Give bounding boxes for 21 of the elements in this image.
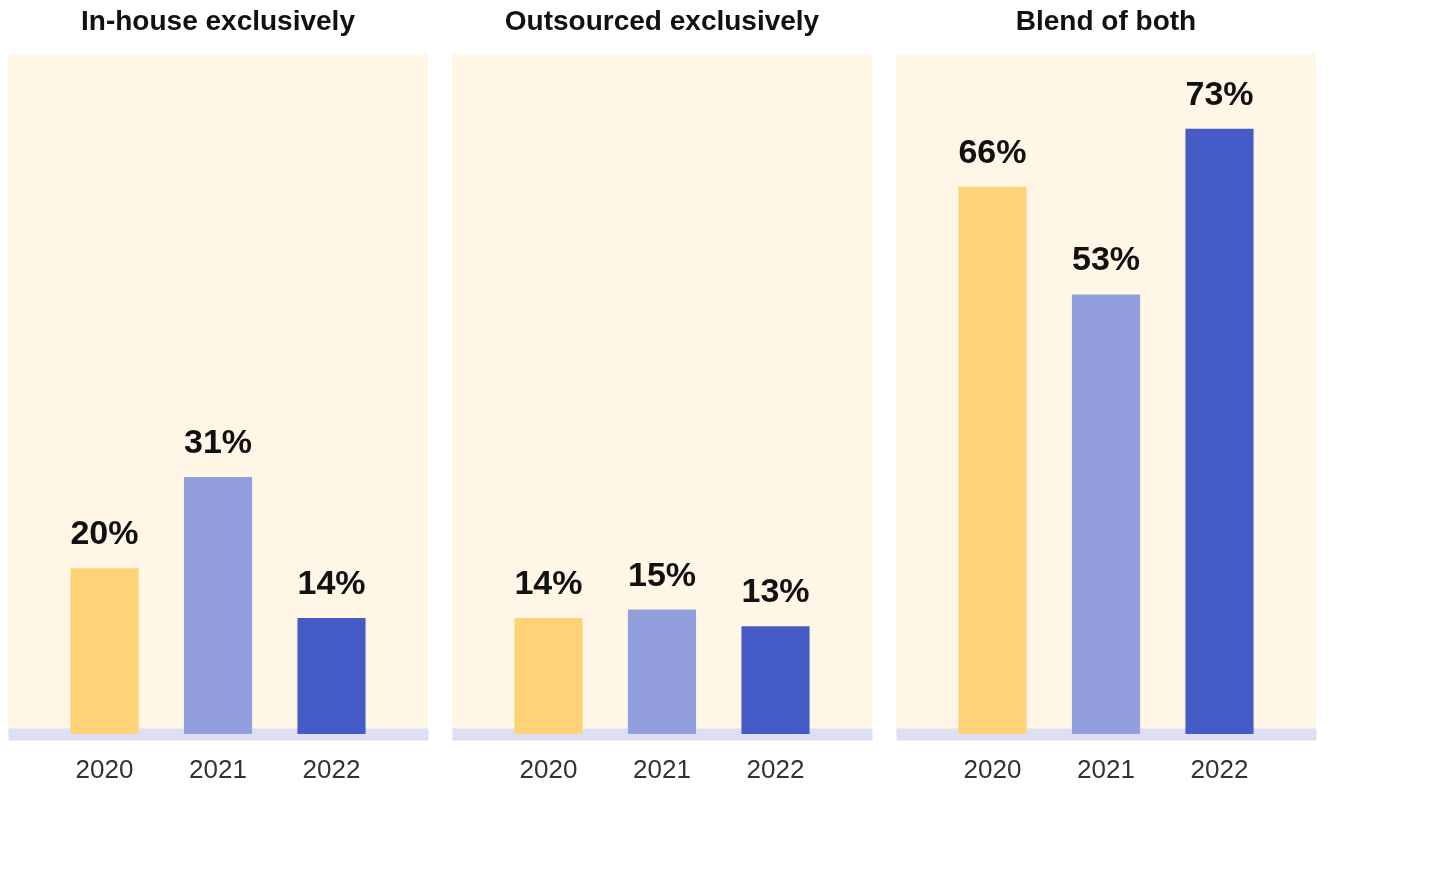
x-tick-label: 2022 xyxy=(746,753,805,784)
x-tick-label: 2020 xyxy=(963,753,1022,784)
x-tick-label: 2020 xyxy=(75,753,134,784)
chart-title: Outsourced exclusively xyxy=(504,5,820,36)
x-tick-label: 2022 xyxy=(302,753,361,784)
x-tick-label: 2021 xyxy=(189,753,247,784)
data-label: 15% xyxy=(627,554,697,593)
data-label: 31% xyxy=(183,421,253,460)
chart-title: Blend of both xyxy=(1015,5,1197,36)
x-tick-label: 2021 xyxy=(633,753,691,784)
x-tick-label: 2022 xyxy=(1190,753,1249,784)
data-label: 13% xyxy=(741,571,810,610)
chart-title: In-house exclusively xyxy=(81,5,356,36)
data-label: 14% xyxy=(297,562,366,601)
x-tick-label: 2021 xyxy=(1077,753,1135,784)
data-label: 66% xyxy=(958,131,1027,170)
data-label: 73% xyxy=(1185,73,1254,112)
x-tick-label: 2020 xyxy=(519,753,578,784)
data-label: 53% xyxy=(1071,239,1141,278)
data-label: 20% xyxy=(70,513,139,552)
data-label: 14% xyxy=(514,562,583,601)
